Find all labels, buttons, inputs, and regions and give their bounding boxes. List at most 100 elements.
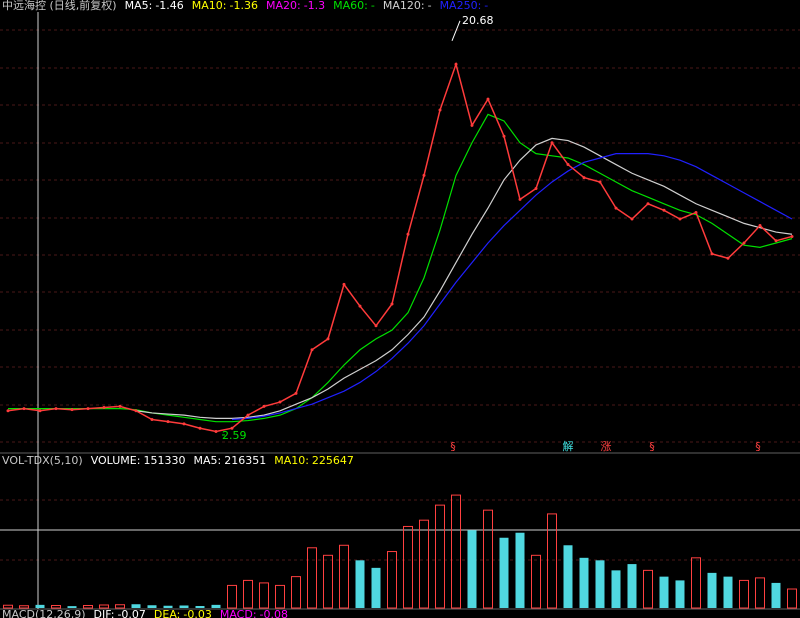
volume-bar [3, 604, 13, 609]
layout [0, 12, 800, 610]
price-point [22, 407, 26, 411]
ma-line [8, 113, 793, 423]
volume-bar [67, 606, 77, 608]
price-point [406, 232, 410, 236]
price-point [518, 197, 522, 201]
volume-bar [211, 604, 221, 608]
price-point [710, 252, 714, 256]
high-label: 20.68 [462, 14, 494, 27]
price-point [54, 407, 58, 411]
volume-bar [755, 577, 765, 609]
header-text: -1.3 [304, 0, 325, 12]
volume-bar [179, 605, 189, 608]
header-text: - [371, 0, 375, 12]
header-text: 216351 [224, 454, 266, 467]
volume-bar [99, 604, 109, 609]
price-point [150, 417, 154, 421]
header-text: -1.46 [155, 0, 183, 12]
price-line [7, 61, 793, 433]
volume-bar [35, 604, 45, 608]
price-point [358, 304, 362, 308]
price-point [182, 422, 186, 426]
price-point [566, 163, 570, 167]
volume-bar [595, 560, 605, 608]
price-point [118, 404, 122, 408]
volume-bar [419, 519, 429, 609]
price-point [422, 173, 426, 177]
price-point [582, 176, 586, 180]
volume-bar [19, 605, 29, 609]
price-point [598, 180, 602, 184]
volume-bar [643, 569, 653, 609]
price-point [630, 217, 634, 221]
volume-bar [227, 584, 237, 609]
header-text: MA120: [383, 0, 425, 12]
price-point [390, 302, 394, 306]
volume-bar [291, 576, 301, 609]
volume-bar [307, 547, 317, 609]
price-point [726, 256, 730, 260]
price-point [662, 208, 666, 212]
header-text: - [428, 0, 432, 12]
price-point [246, 413, 250, 417]
volume-bar [163, 605, 173, 608]
price-point [454, 62, 458, 66]
price-point [790, 234, 794, 238]
price-point [262, 404, 266, 408]
header-text: -0.03 [183, 608, 211, 618]
header-text: MA5: [193, 454, 221, 467]
header-text: DIF: [94, 608, 115, 618]
event-marker: § [649, 440, 655, 453]
price-point [278, 400, 282, 404]
price-point [646, 202, 650, 206]
price-point [774, 239, 778, 243]
volume-bar [707, 572, 717, 608]
volume-bar [131, 604, 141, 608]
volume-bar [627, 564, 637, 608]
price-point [470, 123, 474, 127]
volume-bar [579, 557, 589, 608]
event-marker: 涨 [601, 440, 612, 453]
price-point [342, 282, 346, 286]
header-text: MA5: [125, 0, 153, 12]
volume-bar [787, 588, 797, 609]
volume-bar [675, 580, 685, 608]
volume-bar [611, 570, 621, 608]
volume-bar [691, 557, 701, 609]
volume-bar [723, 576, 733, 608]
volume-bar [259, 582, 269, 609]
volume-bar [355, 560, 365, 608]
volume-bar [531, 554, 541, 609]
volume-bar [339, 544, 349, 609]
volume-bar [499, 537, 509, 608]
header-text: 151330 [143, 454, 185, 467]
price-point [294, 391, 298, 395]
header-text: MACD(12,26,9) [2, 608, 86, 618]
header-text: MA20: [266, 0, 301, 12]
price-point [166, 420, 170, 424]
price-point [694, 210, 698, 214]
price-point [230, 426, 234, 430]
volume-bar [115, 604, 125, 609]
volume-bar [195, 605, 205, 608]
volume-bar [371, 567, 381, 608]
header-text: MACD: [220, 608, 257, 618]
price-point [86, 407, 90, 411]
price-point [102, 406, 106, 410]
header-text: DEA: [154, 608, 180, 618]
high-marker [451, 20, 461, 41]
low-label: 2.59 [222, 429, 247, 442]
price-point [326, 337, 330, 341]
volume-bar [659, 576, 669, 608]
header-text: VOLUME: [91, 454, 141, 467]
price-point [534, 187, 538, 191]
ma-line [231, 153, 793, 421]
header-text: 225647 [312, 454, 354, 467]
price-point [502, 134, 506, 138]
event-marker: 解 [563, 439, 574, 453]
price-point [438, 108, 442, 112]
price-point [134, 409, 138, 413]
price-point [6, 409, 10, 413]
price-point [310, 348, 314, 352]
